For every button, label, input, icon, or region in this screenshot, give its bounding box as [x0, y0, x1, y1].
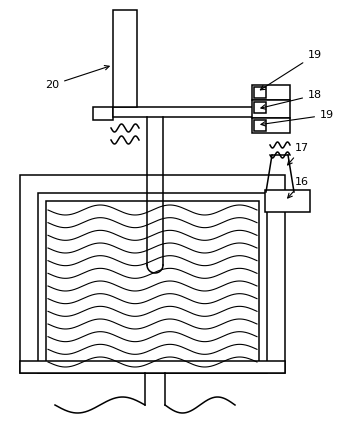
Text: 19: 19 [261, 110, 334, 126]
Text: 20: 20 [45, 66, 109, 90]
Bar [20, 361, 285, 373]
Text: 19: 19 [260, 50, 322, 90]
Bar [254, 120, 266, 131]
Bar [252, 100, 290, 118]
Bar [265, 190, 310, 212]
Bar [254, 87, 266, 98]
Bar [20, 175, 285, 373]
Bar [113, 10, 137, 107]
Bar [93, 107, 113, 120]
Text: 18: 18 [261, 90, 322, 109]
Bar [46, 201, 259, 365]
Bar [113, 107, 258, 117]
Bar [254, 102, 266, 113]
Text: 17: 17 [288, 143, 309, 165]
Bar [38, 193, 267, 373]
Bar [252, 85, 290, 100]
Bar [252, 118, 290, 133]
Text: 16: 16 [288, 177, 309, 198]
